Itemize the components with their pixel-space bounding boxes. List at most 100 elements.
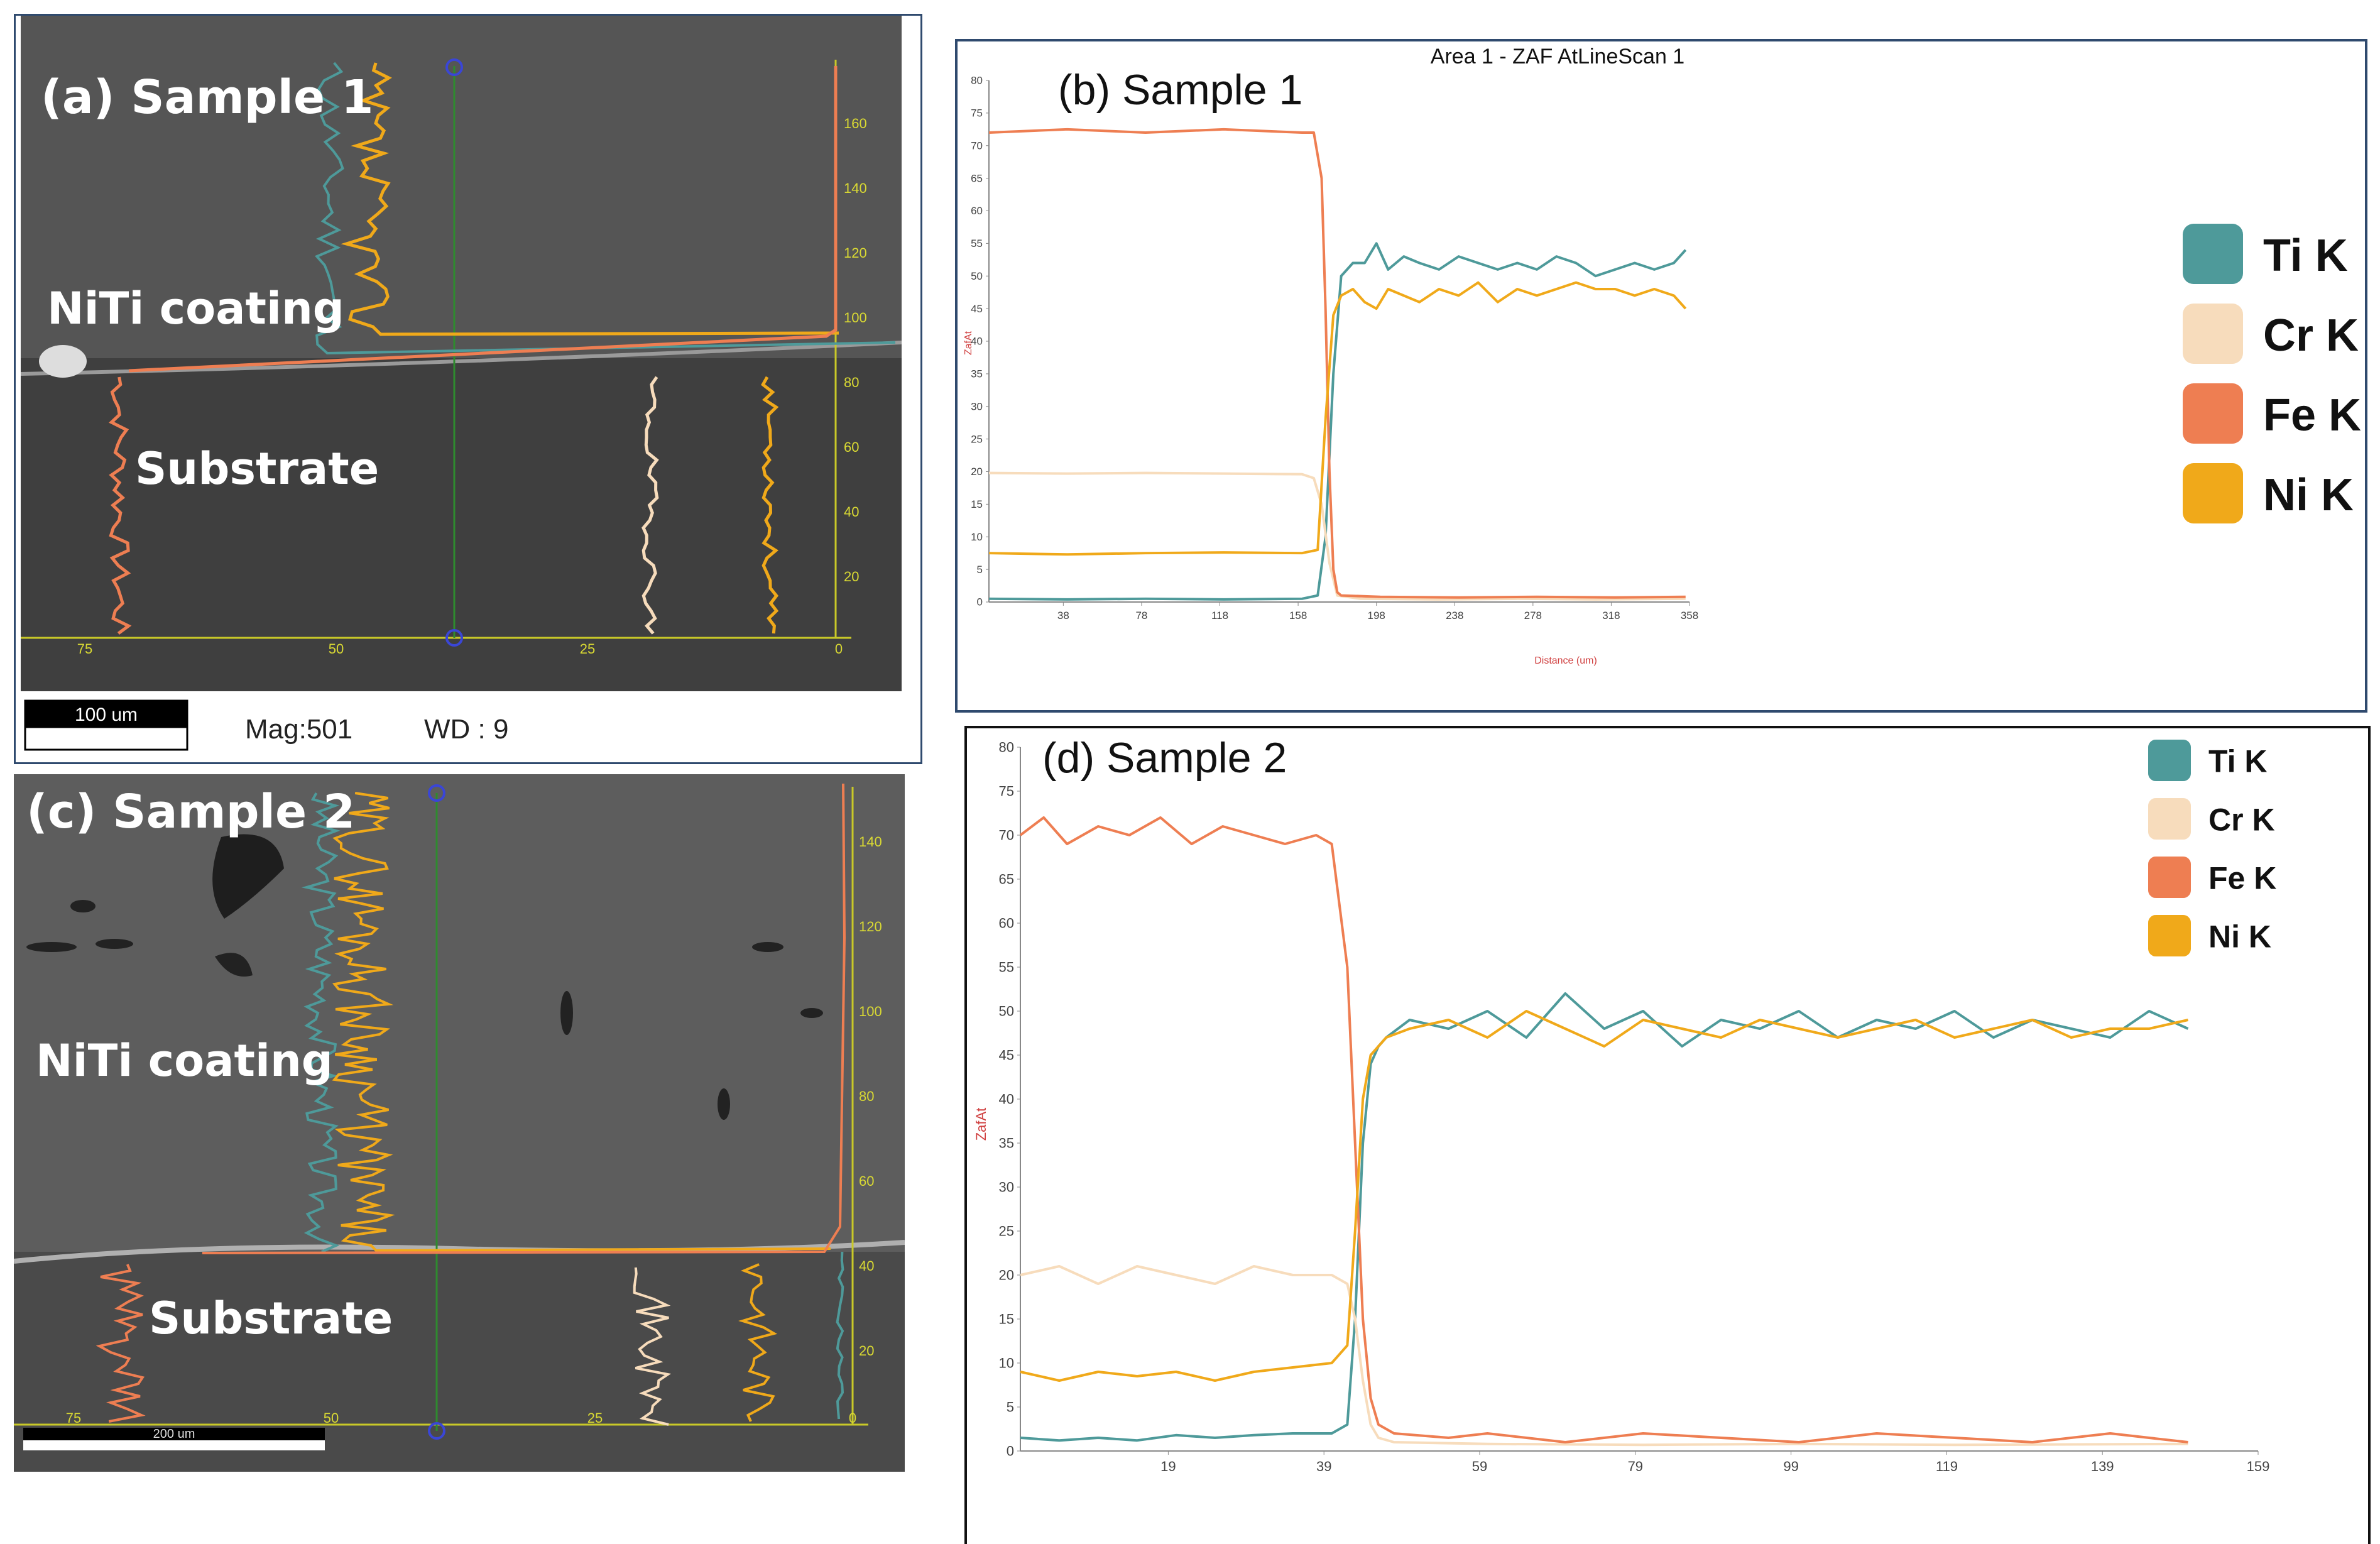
y-tick-label: 10 — [971, 531, 983, 543]
y-tick-label: 55 — [971, 238, 983, 249]
chart-b-header: Area 1 - ZAF AtLineScan 1 — [1431, 45, 1684, 68]
sem-tick-label: 80 — [844, 375, 859, 390]
sem-tick-label: 140 — [844, 180, 867, 196]
x-tick-label: 318 — [1602, 610, 1620, 621]
profile-fe — [96, 1264, 146, 1423]
y-tick-label: 0 — [1007, 1443, 1014, 1459]
series-line-cr — [1020, 1265, 2188, 1447]
working-distance: WD : 9 — [424, 714, 508, 745]
sem-tick-label: 25 — [580, 641, 595, 657]
x-tick-label: 39 — [1316, 1459, 1331, 1474]
profile-ti-substrate — [836, 1251, 844, 1420]
x-tick-label: 78 — [1135, 610, 1147, 621]
panel-a-sem-image: 75 50 25 0 20 40 60 80 100 120 140 160 (a) Sample … — [14, 14, 922, 764]
coating-label: NiTi coating — [36, 1035, 333, 1087]
chart-d-ylabel: ZafAt — [973, 1108, 989, 1141]
scale-bar-text: 200 um — [153, 1427, 195, 1441]
sem-tick-label: 40 — [844, 504, 859, 520]
x-tick-label: 159 — [2247, 1459, 2270, 1474]
sem-tick-label: 140 — [859, 834, 882, 850]
legend-swatch-cr — [2148, 798, 2191, 840]
series-line-ni — [1020, 1010, 2188, 1382]
legend-swatch-ni — [2183, 463, 2243, 523]
legend-label-ti: Ti K — [2263, 231, 2348, 281]
substrate-label: Substrate — [149, 1293, 393, 1344]
pore — [70, 900, 96, 912]
pore — [96, 939, 133, 949]
pore — [215, 953, 253, 977]
y-tick-label: 70 — [971, 140, 983, 151]
legend-label-ti: Ti K — [2208, 743, 2268, 779]
chart-d-svg: (d) Sample 2 ZafAt 0 5 10 15 20 25 30 35 40 45 50 5… — [973, 734, 2276, 1474]
y-tick-label: 75 — [999, 783, 1014, 799]
series-line-cr — [988, 471, 1686, 601]
profile-cr — [633, 1267, 672, 1426]
profile-ti — [314, 62, 896, 355]
profile-interface — [202, 783, 846, 1254]
x-tick-label: 118 — [1211, 610, 1228, 621]
scan-end-marker — [428, 1422, 445, 1440]
right-ticks: 20 40 60 80 100 120 140 — [859, 834, 882, 1359]
legend-swatch-cr — [2183, 304, 2243, 364]
particle — [39, 345, 87, 378]
bottom-ticks: 75 50 25 0 — [77, 641, 843, 657]
sem-tick-label: 60 — [859, 1173, 874, 1189]
y-tick-label: 65 — [999, 871, 1014, 887]
x-tick-label: 139 — [2091, 1459, 2114, 1474]
panel-c-label: (c) Sample 2 — [26, 785, 355, 839]
sem-tick-label: 50 — [329, 641, 344, 657]
sem-tick-label: 40 — [859, 1258, 874, 1274]
x-tick-label: 198 — [1367, 610, 1385, 621]
panel-c-svg: 75 50 25 0 20 40 60 80 100 120 140 (c) Sample 2 N… — [14, 774, 905, 1472]
chart-b-ylabel: ZafAt — [963, 331, 974, 355]
y-tick-label: 20 — [999, 1267, 1014, 1283]
y-tick-label: 0 — [977, 596, 983, 608]
y-tick-label: 45 — [999, 1047, 1014, 1063]
legend-label-ni: Ni K — [2263, 470, 2354, 520]
profile-ni — [341, 62, 839, 336]
pore — [800, 1008, 823, 1018]
sem-tick-label: 50 — [324, 1410, 339, 1426]
series-line-ni — [988, 281, 1687, 556]
series-line-ti — [1020, 992, 2189, 1442]
legend-label-fe: Fe K — [2263, 390, 2361, 441]
profile-fe — [109, 376, 132, 635]
y-tick-label: 30 — [999, 1179, 1014, 1195]
y-tick-label: 65 — [971, 172, 983, 184]
x-tick-label: 59 — [1472, 1459, 1487, 1474]
sem-tick-label: 100 — [859, 1004, 882, 1019]
pore — [752, 942, 783, 952]
y-tick-label: 30 — [971, 400, 983, 412]
sem-tick-label: 0 — [849, 1410, 856, 1426]
y-tick-label: 10 — [999, 1355, 1014, 1371]
y-tick-label: 50 — [971, 270, 983, 282]
scan-start-marker — [428, 784, 445, 802]
legend-swatch-ti — [2148, 740, 2191, 781]
profile-ti — [301, 792, 341, 1253]
y-tick-label: 25 — [971, 433, 983, 445]
y-tick-label: 35 — [999, 1135, 1014, 1151]
sem-tick-label: 160 — [844, 116, 867, 131]
legend-label-cr: Cr K — [2263, 310, 2359, 361]
y-tick-label: 40 — [999, 1091, 1014, 1107]
pore — [560, 991, 573, 1035]
pore — [26, 942, 77, 952]
chart-b-title: (b) Sample 1 — [1058, 66, 1302, 114]
coating-region — [14, 774, 905, 1252]
legend-label-cr: Cr K — [2208, 802, 2275, 837]
y-tick-label: 80 — [999, 739, 1014, 755]
sem-tick-label: 80 — [859, 1088, 874, 1104]
sem-tick-label: 20 — [844, 569, 859, 584]
pore — [718, 1088, 730, 1120]
y-tick-label: 45 — [971, 303, 983, 315]
series-line-ti — [988, 242, 1687, 601]
y-tick-label: 80 — [971, 75, 983, 87]
x-tick-label: 358 — [1681, 610, 1698, 621]
legend-swatch-fe — [2148, 857, 2191, 898]
panel-a-label: (a) Sample 1 — [41, 70, 373, 124]
sem-tick-label: 120 — [844, 245, 867, 261]
y-tick-label: 70 — [999, 827, 1014, 843]
y-tick-label: 15 — [999, 1311, 1014, 1327]
profile-interface — [128, 66, 838, 373]
legend-swatch-ni — [2148, 915, 2191, 956]
